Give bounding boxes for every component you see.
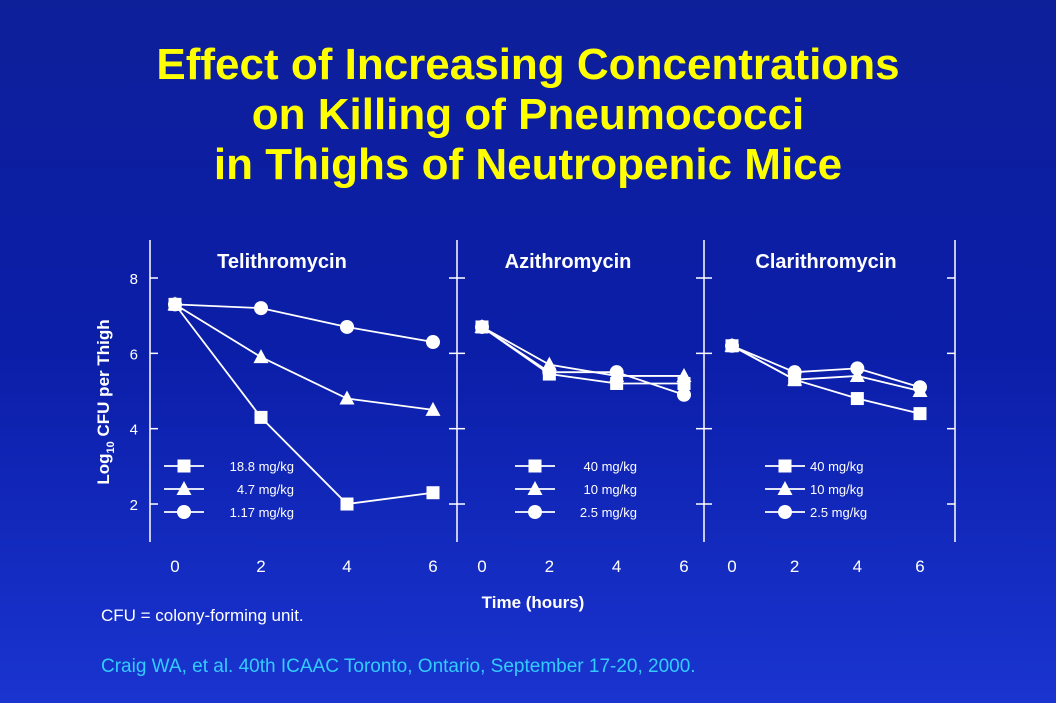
legend-label: 1.17 mg/kg [230,505,294,520]
data-point-circle [609,365,624,380]
series-line-circle [174,303,434,343]
series-line-triangle [174,303,434,411]
x-tick-label: 2 [545,557,554,576]
x-tick-label: 6 [428,557,437,576]
y-axis-label-subscript: 10 [105,441,117,453]
series-line-square [731,345,921,415]
data-point-circle [677,387,691,402]
series-line-circle [481,326,685,396]
y-axis-label: Log10 CFU per Thigh [94,319,117,484]
legend-marker-triangle [777,481,793,495]
data-point-square [426,486,440,500]
data-point-square [850,392,864,406]
data-point-square [913,407,927,421]
series-line-square [481,326,684,385]
title-line-2: on Killing of Pneumococci [251,90,805,139]
x-tick-label: 6 [679,557,688,576]
x-tick-label: 2 [790,557,799,576]
panel-clarithromycin: Clarithromycin 0 2 4 6 40 mg/kg 10 mg/kg 2.5 mg… [724,251,928,576]
legend-marker-triangle [527,481,543,495]
data-point-circle [787,365,802,380]
title-line-1: Effect of Increasing Concentrations [156,40,900,89]
panel-title: Clarithromycin [755,251,896,273]
y-axis-label-suffix: CFU per Thigh [94,319,113,441]
series-line-square [174,303,434,505]
y-tick-label: 2 [130,497,138,514]
x-tick-label: 6 [915,557,924,576]
legend-marker-square [778,459,792,473]
y-tick-label: 8 [130,271,138,288]
data-point-square [254,410,268,424]
legend-marker-circle [528,505,542,519]
legend-marker-triangle [176,481,192,495]
data-point-circle [725,338,739,353]
panel-azithromycin: Azithromycin 0 2 4 6 40 mg/kg 10 mg/kg 2.5 mg/k… [474,251,692,576]
data-point-triangle [676,367,692,382]
legend-marker-square [528,459,542,473]
data-point-circle [850,361,865,376]
x-tick-label: 4 [612,557,621,576]
data-point-triangle [339,390,355,405]
data-point-circle [426,335,440,350]
legend-label: 40 mg/kg [584,459,637,474]
data-point-circle [254,301,268,316]
series-line-circle [731,344,921,389]
legend-label: 10 mg/kg [584,482,637,497]
panel-title: Azithromycin [505,251,632,273]
legend-label: 2.5 mg/kg [580,505,637,520]
panel-title: Telithromycin [217,251,347,273]
y-tick-label: 4 [130,422,138,439]
data-point-square [340,497,354,511]
x-tick-label: 2 [256,557,265,576]
x-tick-label: 0 [727,557,736,576]
legend-marker-circle [177,505,191,519]
chart-frame: 2 4 6 8 [130,240,956,542]
legend-label: 40 mg/kg [810,459,863,474]
panel-telithromycin: Telithromycin 0 2 4 6 18.8 mg/kg 4.7 mg/kg 1.17… [164,251,441,576]
citation: Craig WA, et al. 40th ICAAC Toronto, Ont… [101,656,696,677]
data-point-circle [475,319,489,334]
legend-marker-circle [778,505,792,519]
x-tick-label: 0 [477,557,486,576]
series-line-triangle [481,326,684,377]
x-tick-label: 4 [853,557,862,576]
y-tick-label: 6 [130,346,138,363]
data-point-triangle [425,401,441,416]
y-axis-label-prefix: Log [94,453,113,484]
chart-panels: Telithromycin 0 2 4 6 18.8 mg/kg 4.7 mg/kg 1.17… [164,251,928,576]
data-point-circle [913,380,927,395]
title-line-3: in Thighs of Neutropenic Mice [213,140,843,189]
legend-marker-square [177,459,191,473]
footnote: CFU = colony-forming unit. [101,606,304,625]
x-axis-label: Time (hours) [482,593,585,612]
x-tick-label: 4 [342,557,351,576]
legend-label: 10 mg/kg [810,482,863,497]
data-point-circle [340,319,354,334]
data-point-circle [542,365,557,380]
x-tick-label: 0 [170,557,179,576]
legend-label: 18.8 mg/kg [230,459,294,474]
series-line-triangle [731,345,921,392]
legend-label: 4.7 mg/kg [237,482,294,497]
data-point-circle [168,297,182,312]
data-point-triangle [253,349,269,364]
legend-label: 2.5 mg/kg [810,505,867,520]
